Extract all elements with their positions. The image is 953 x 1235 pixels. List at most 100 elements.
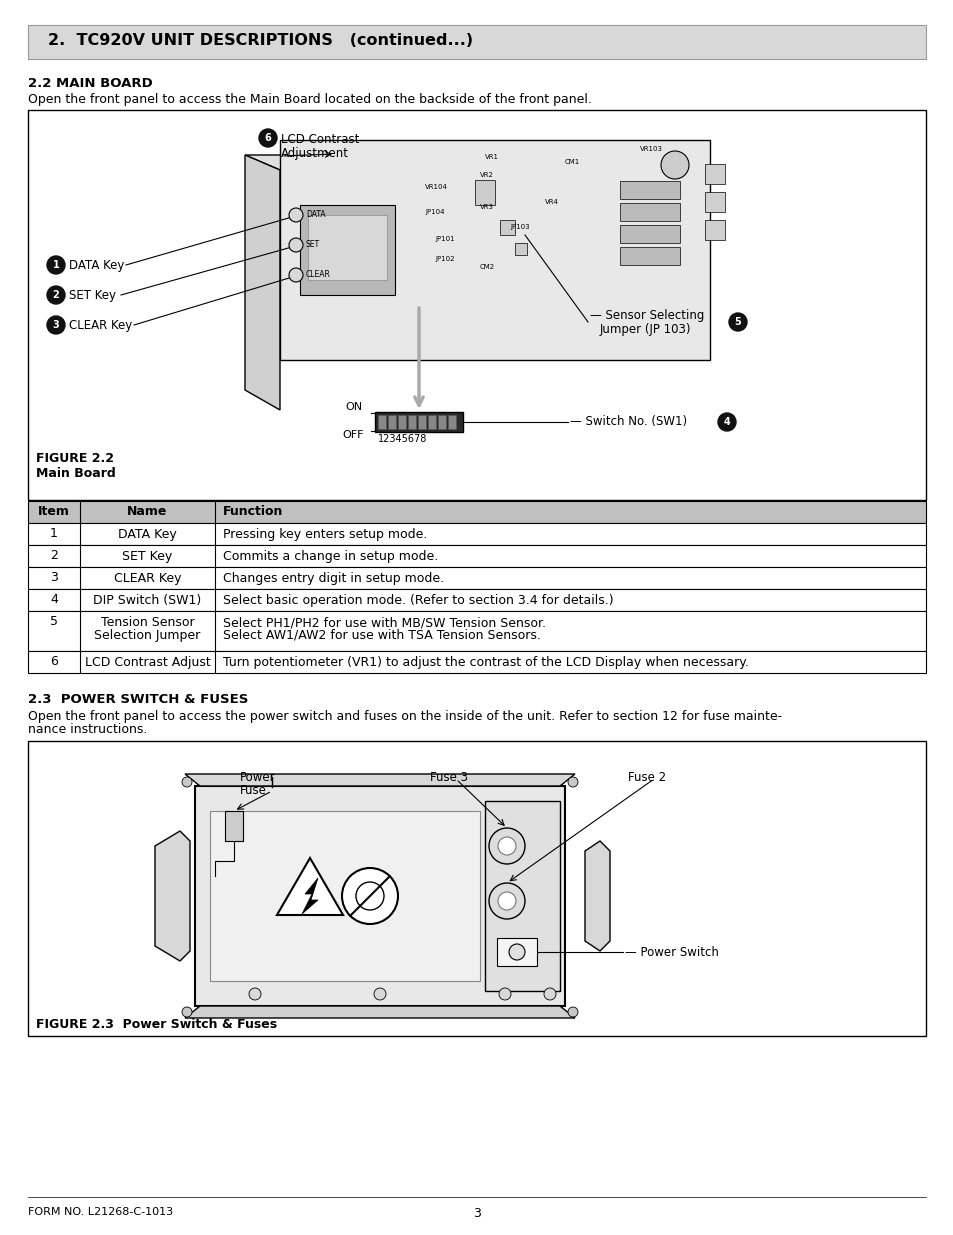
Text: 1: 1	[52, 261, 59, 270]
Text: Main Board: Main Board	[36, 467, 115, 480]
Circle shape	[567, 1007, 578, 1016]
Text: CLEAR: CLEAR	[306, 270, 331, 279]
Text: 2.  TC920V UNIT DESCRIPTIONS   (continued...): 2. TC920V UNIT DESCRIPTIONS (continued..…	[48, 33, 473, 48]
Circle shape	[498, 988, 511, 1000]
Circle shape	[660, 151, 688, 179]
Text: Select basic operation mode. (Refer to section 3.4 for details.): Select basic operation mode. (Refer to s…	[223, 594, 613, 606]
Text: DATA Key: DATA Key	[69, 258, 124, 272]
Text: Tension Sensor: Tension Sensor	[101, 616, 194, 629]
Text: 4: 4	[723, 417, 730, 427]
Text: Pressing key enters setup mode.: Pressing key enters setup mode.	[223, 529, 427, 541]
Bar	[280, 140, 709, 359]
Polygon shape	[302, 878, 317, 914]
Bar	[225, 811, 243, 841]
Text: Adjustment: Adjustment	[281, 147, 349, 161]
Text: 2: 2	[50, 550, 58, 562]
Text: 6: 6	[50, 655, 58, 668]
Text: 12345678: 12345678	[377, 433, 427, 445]
Text: JP103: JP103	[510, 224, 529, 230]
Text: DIP Switch (SW1): DIP Switch (SW1)	[93, 594, 201, 606]
Circle shape	[289, 268, 303, 282]
Bar	[619, 203, 679, 221]
Circle shape	[182, 777, 192, 787]
Circle shape	[374, 988, 386, 1000]
Text: 3: 3	[50, 571, 58, 584]
Text: DATA: DATA	[306, 210, 325, 219]
Text: 2.3  POWER SWITCH & FUSES: 2.3 POWER SWITCH & FUSES	[28, 693, 248, 706]
Bar	[194, 785, 564, 1007]
Text: SET: SET	[306, 240, 320, 249]
Text: Fuse 2: Fuse 2	[627, 771, 665, 784]
Bar	[28, 567, 925, 589]
Bar	[388, 415, 395, 429]
Bar	[397, 415, 406, 429]
Circle shape	[497, 837, 516, 855]
Bar	[497, 939, 537, 966]
Text: Item: Item	[38, 505, 70, 517]
Circle shape	[47, 316, 65, 333]
Text: LCD Contrast Adjust: LCD Contrast Adjust	[85, 656, 211, 669]
Bar	[28, 611, 925, 651]
Bar	[299, 205, 395, 295]
Circle shape	[718, 412, 735, 431]
Text: VR104: VR104	[424, 184, 447, 190]
Text: Power: Power	[240, 771, 275, 784]
Text: 2: 2	[52, 290, 59, 300]
Bar	[28, 545, 925, 567]
Text: JP101: JP101	[435, 236, 455, 242]
Bar	[377, 415, 386, 429]
Circle shape	[341, 868, 397, 924]
Circle shape	[567, 777, 578, 787]
Circle shape	[728, 312, 746, 331]
Bar	[704, 164, 724, 184]
Text: 4: 4	[50, 593, 58, 606]
Polygon shape	[584, 841, 609, 951]
Polygon shape	[185, 1007, 575, 1018]
Bar	[28, 501, 925, 522]
Text: CLEAR Key: CLEAR Key	[113, 572, 181, 585]
Circle shape	[249, 988, 261, 1000]
Bar	[417, 415, 426, 429]
Polygon shape	[276, 858, 343, 915]
Bar	[619, 225, 679, 243]
Text: 3: 3	[52, 320, 59, 330]
Text: Changes entry digit in setup mode.: Changes entry digit in setup mode.	[223, 572, 444, 585]
Bar	[704, 191, 724, 212]
Circle shape	[289, 207, 303, 222]
Text: CM2: CM2	[479, 264, 495, 270]
Bar	[28, 651, 925, 673]
Bar	[28, 741, 925, 1036]
Circle shape	[258, 128, 276, 147]
Bar	[28, 522, 925, 545]
Text: — Sensor Selecting: — Sensor Selecting	[589, 309, 703, 321]
Bar	[28, 110, 925, 500]
Text: LCD Contrast: LCD Contrast	[281, 133, 359, 146]
Bar	[408, 415, 416, 429]
Circle shape	[489, 827, 524, 864]
Polygon shape	[185, 774, 575, 785]
Text: JP104: JP104	[424, 209, 444, 215]
Bar	[515, 243, 526, 254]
Circle shape	[509, 944, 524, 960]
Text: Turn potentiometer (VR1) to adjust the contrast of the LCD Display when necessar: Turn potentiometer (VR1) to adjust the c…	[223, 656, 748, 669]
Bar	[428, 415, 436, 429]
Text: Function: Function	[223, 505, 283, 517]
Text: Selection Jumper: Selection Jumper	[94, 629, 200, 642]
Bar	[484, 802, 559, 990]
Text: VR4: VR4	[544, 199, 558, 205]
Bar	[28, 25, 925, 59]
Text: Open the front panel to access the power switch and fuses on the inside of the u: Open the front panel to access the power…	[28, 710, 781, 722]
Bar	[499, 220, 515, 235]
Text: Commits a change in setup mode.: Commits a change in setup mode.	[223, 550, 437, 563]
Text: 1: 1	[50, 527, 58, 540]
Text: — Power Switch: — Power Switch	[624, 946, 719, 958]
Polygon shape	[245, 156, 709, 170]
Text: JP102: JP102	[435, 256, 454, 262]
Text: CM1: CM1	[564, 159, 579, 165]
Text: VR1: VR1	[484, 154, 498, 161]
Text: SET Key: SET Key	[69, 289, 116, 301]
Text: VR3: VR3	[479, 204, 494, 210]
Bar	[619, 247, 679, 266]
Text: — Switch No. (SW1): — Switch No. (SW1)	[569, 415, 686, 429]
Polygon shape	[154, 831, 190, 961]
